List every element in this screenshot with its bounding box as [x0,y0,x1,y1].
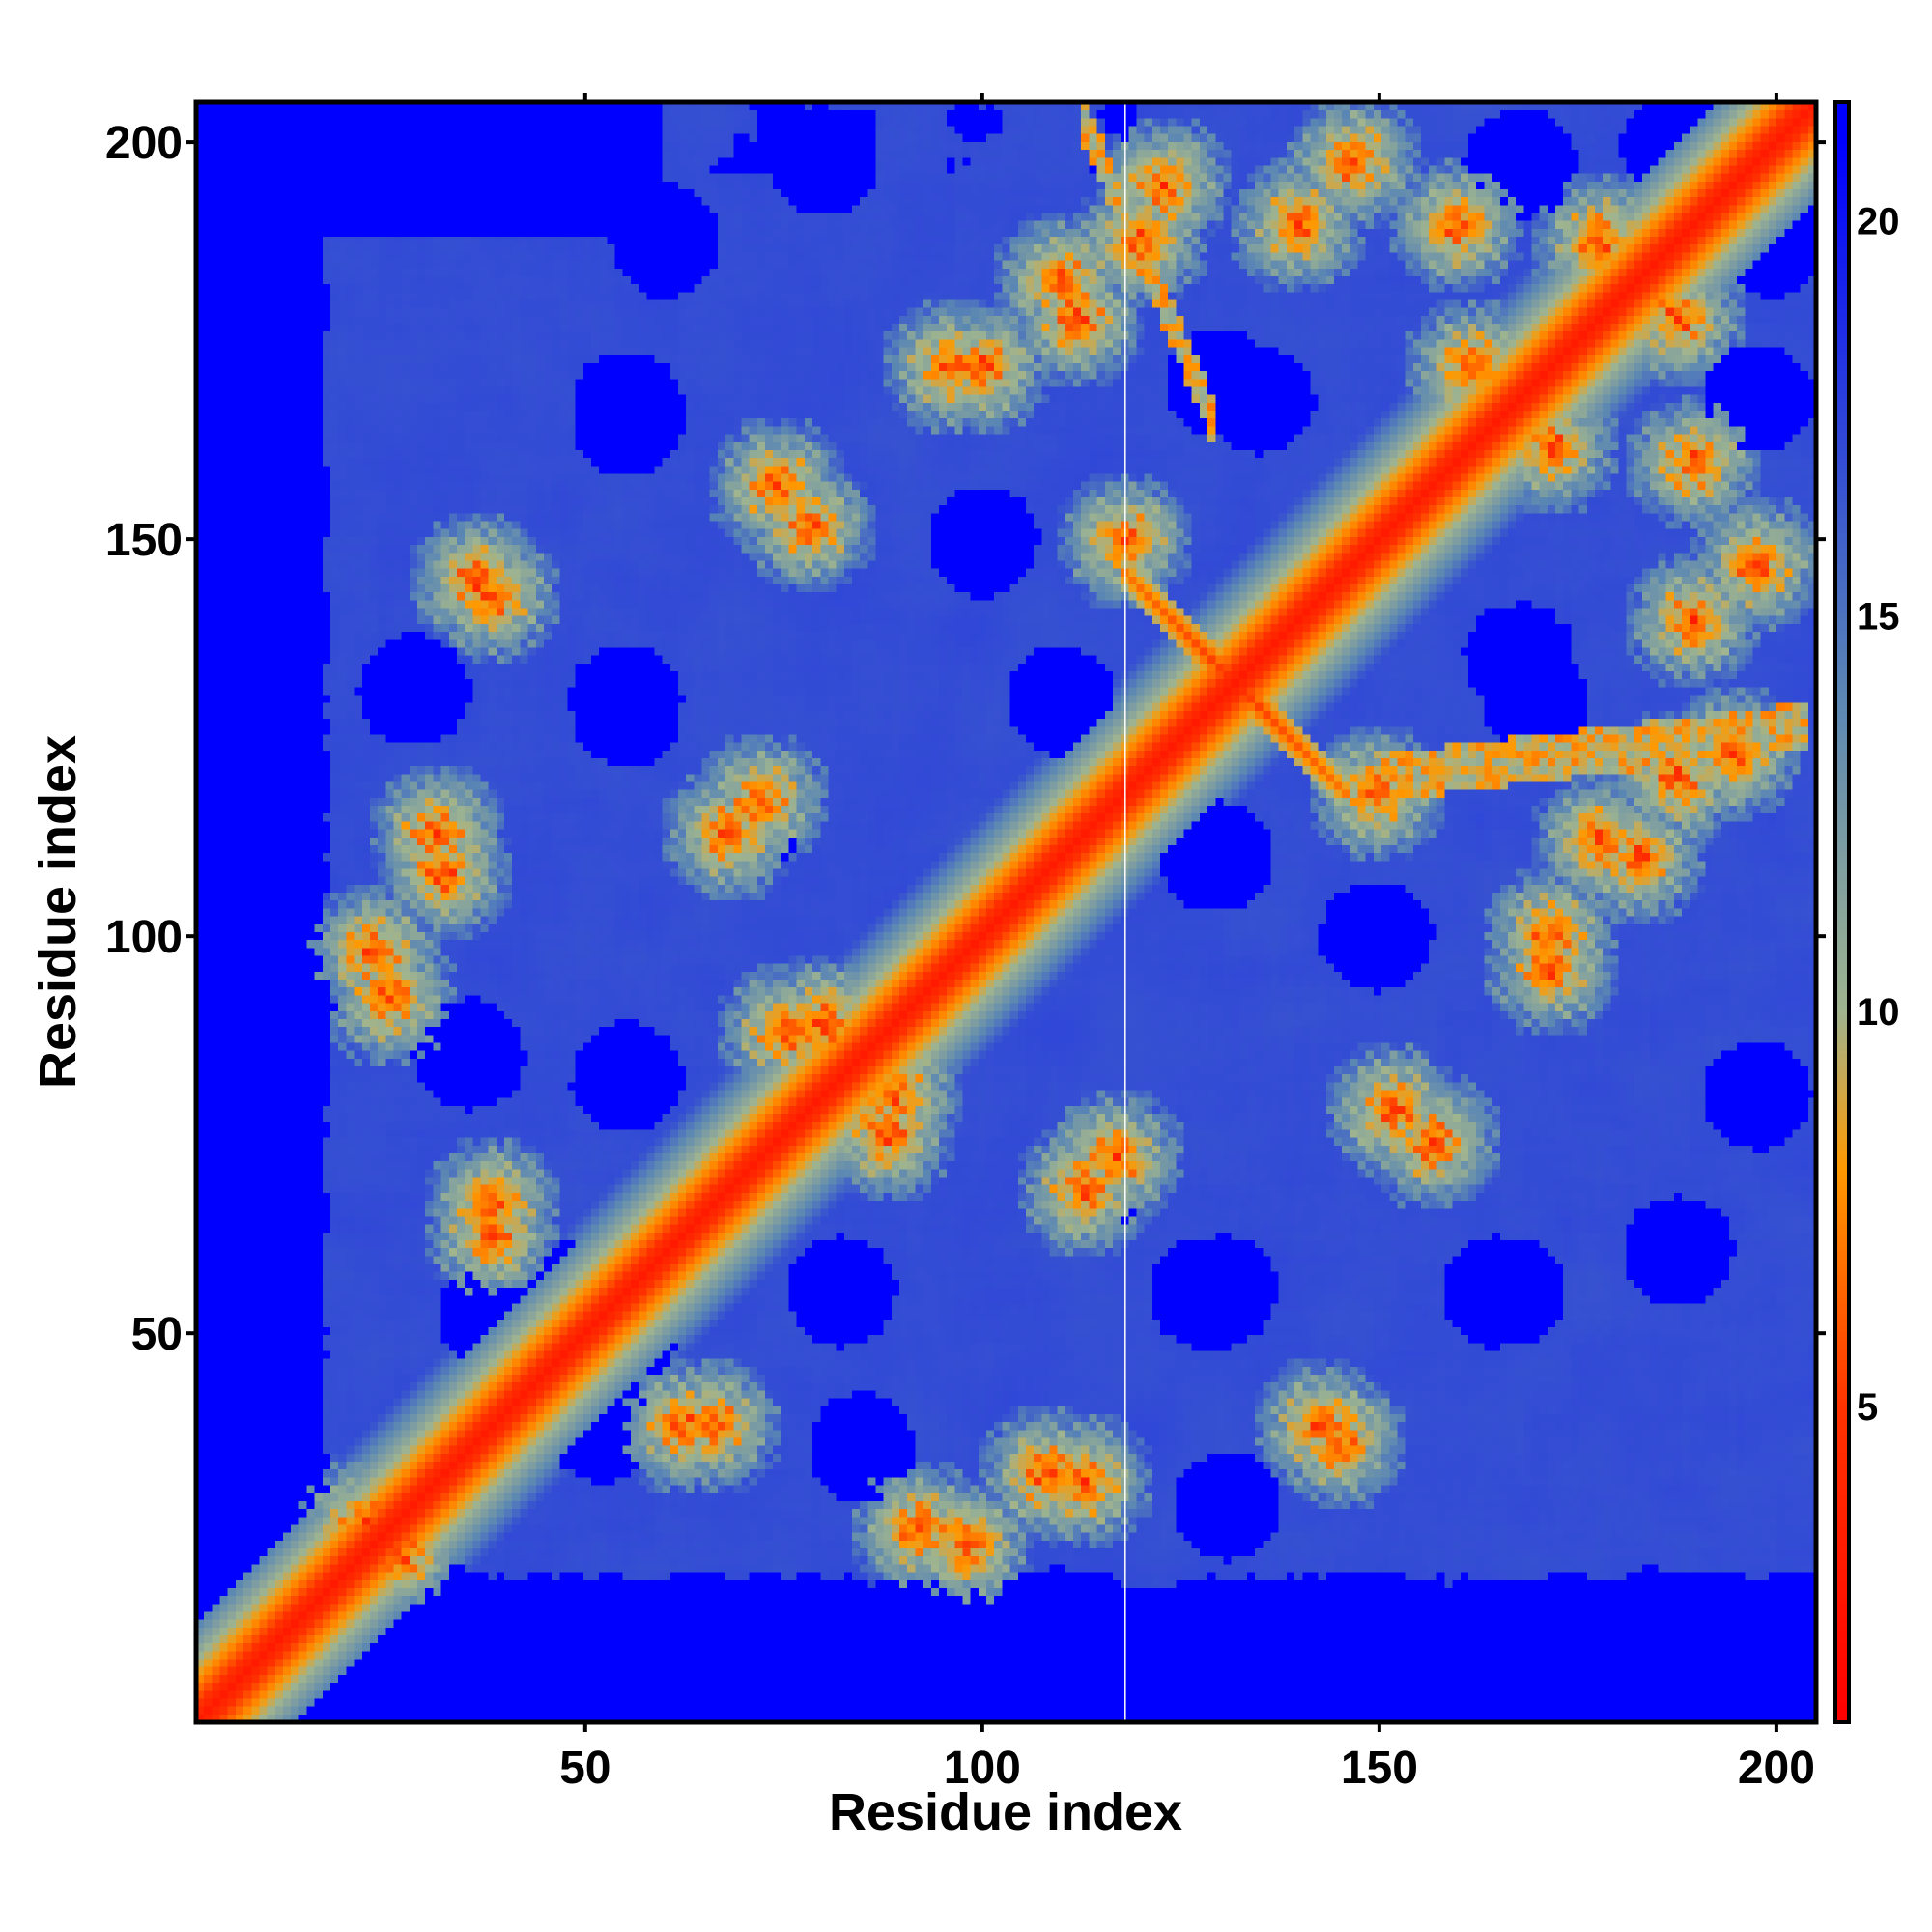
x-tick-label: 100 [944,1743,1021,1794]
x-tick-label: 200 [1738,1743,1815,1794]
x-axis-ticks: 50 100 150 200 [559,93,1815,1794]
y-tick-label: 50 [131,1309,183,1360]
plot-frame [193,99,1819,1725]
x-tick-label: 150 [1341,1743,1418,1794]
x-tick-label: 50 [559,1743,611,1794]
y-tick-label: 150 [105,515,183,566]
y-axis-ticks: 50 100 150 200 [105,118,196,1360]
colorbar-ticks: 5 10 15 20 [1816,140,1900,1429]
colorbar [1833,100,1851,1724]
heatmap [196,102,1816,1722]
colorbar-tick-label: 10 [1857,991,1900,1034]
y-tick-label: 100 [105,912,183,963]
y-axis-title: Residue index [29,735,87,1089]
x-axis-title: Residue index [829,1783,1182,1841]
y-tick-label: 200 [105,118,183,169]
colorbar-tick-label: 20 [1857,201,1900,243]
colorbar-tick-label: 15 [1857,596,1900,639]
colorbar-tick-label: 5 [1857,1386,1878,1429]
